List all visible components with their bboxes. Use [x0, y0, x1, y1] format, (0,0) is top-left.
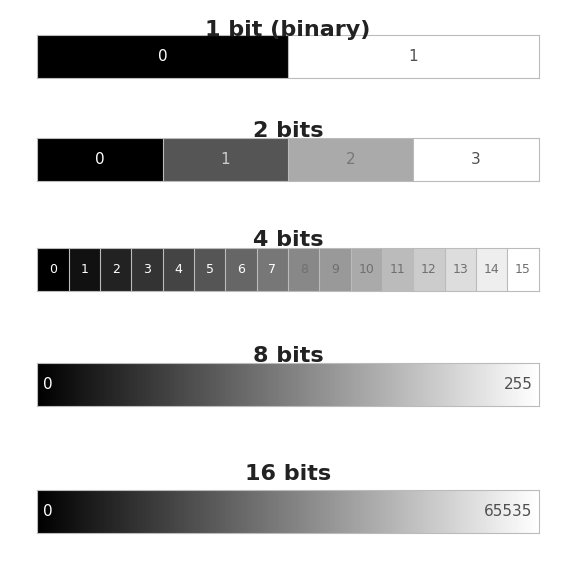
Bar — [194, 248, 225, 291]
Bar — [163, 248, 194, 291]
Text: 14: 14 — [484, 263, 499, 276]
Text: 2 bits: 2 bits — [253, 121, 323, 141]
Text: 11: 11 — [390, 263, 406, 276]
Text: 12: 12 — [421, 263, 437, 276]
Text: 16 bits: 16 bits — [245, 464, 331, 484]
Bar — [37, 35, 288, 78]
Text: 0: 0 — [95, 152, 105, 168]
Bar — [288, 138, 414, 181]
Text: 3: 3 — [471, 152, 481, 168]
Text: 1: 1 — [408, 48, 418, 64]
Bar — [414, 248, 445, 291]
Bar — [507, 248, 539, 291]
Text: 10: 10 — [358, 263, 374, 276]
Text: 0: 0 — [43, 503, 53, 519]
Text: 65535: 65535 — [484, 503, 533, 519]
Text: 5: 5 — [206, 263, 214, 276]
Bar — [382, 248, 414, 291]
Text: 3: 3 — [143, 263, 151, 276]
Text: 7: 7 — [268, 263, 276, 276]
Text: 0: 0 — [43, 377, 53, 392]
Bar — [69, 248, 100, 291]
Bar — [100, 248, 131, 291]
Bar — [225, 248, 257, 291]
Text: 1 bit (binary): 1 bit (binary) — [205, 20, 371, 40]
Text: 1: 1 — [221, 152, 230, 168]
Bar — [257, 248, 288, 291]
Text: 4 bits: 4 bits — [253, 230, 323, 251]
Text: 0: 0 — [49, 263, 57, 276]
Text: 9: 9 — [331, 263, 339, 276]
Bar — [445, 248, 476, 291]
Text: 8: 8 — [300, 263, 308, 276]
Text: 2: 2 — [346, 152, 355, 168]
Text: 13: 13 — [452, 263, 468, 276]
Bar — [37, 248, 69, 291]
Text: 0: 0 — [158, 48, 168, 64]
Bar — [163, 138, 288, 181]
Text: 8 bits: 8 bits — [253, 346, 323, 366]
Text: 15: 15 — [515, 263, 531, 276]
Bar — [131, 248, 162, 291]
Bar — [288, 248, 319, 291]
Text: 4: 4 — [175, 263, 183, 276]
Bar — [476, 248, 507, 291]
Bar — [351, 248, 382, 291]
Text: 1: 1 — [81, 263, 88, 276]
Text: 255: 255 — [503, 377, 533, 392]
Bar — [319, 248, 351, 291]
Bar — [37, 138, 163, 181]
Bar — [414, 138, 539, 181]
Bar — [288, 35, 539, 78]
Text: 2: 2 — [112, 263, 120, 276]
Text: 6: 6 — [237, 263, 245, 276]
